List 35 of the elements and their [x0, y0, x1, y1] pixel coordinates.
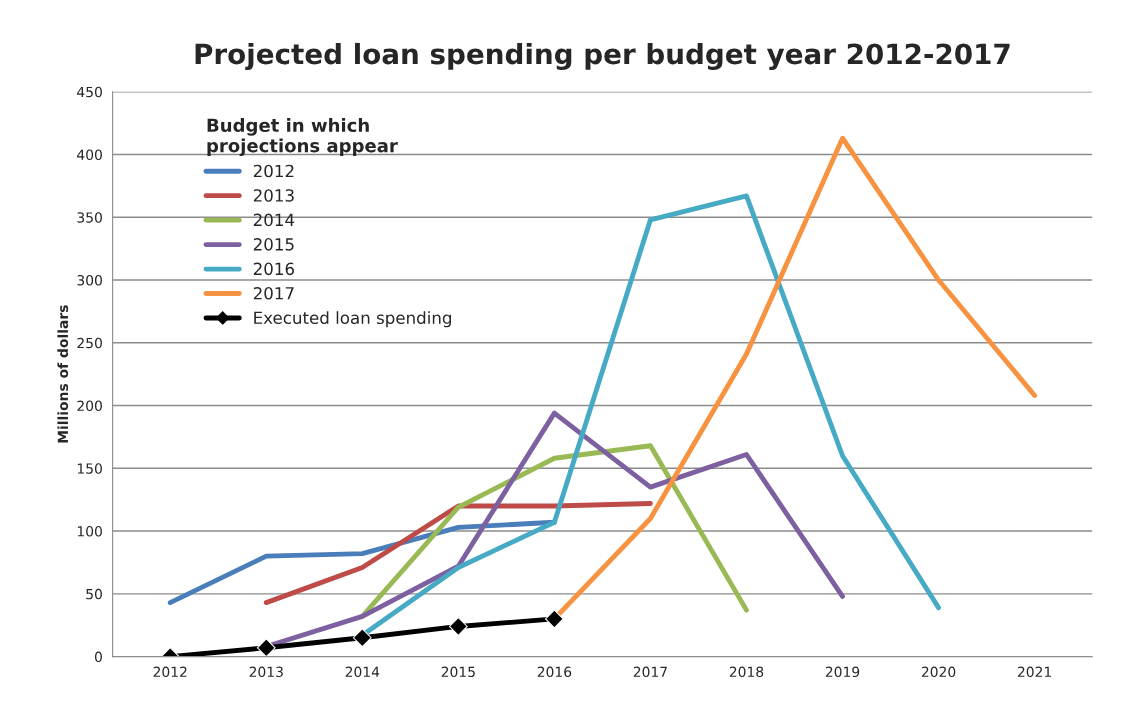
y-tick-label: 250 [77, 337, 102, 349]
line-series [263, 501, 653, 606]
point [256, 638, 276, 657]
legend-label: 2012 [253, 164, 294, 178]
x-tick-label: 2016 [537, 666, 572, 678]
y-tick-label: 0 [94, 651, 102, 663]
y-tick-label: 200 [77, 400, 102, 412]
legend-label: 2017 [253, 287, 294, 300]
x-tick-label: 2015 [441, 666, 475, 678]
y-axis-title: Millions of dollars [57, 305, 69, 443]
point [545, 609, 564, 629]
y-tick-label: 350 [77, 212, 102, 223]
point [448, 617, 468, 636]
x-tick-label: 2014 [345, 666, 380, 678]
legend-label: 2013 [253, 189, 294, 202]
x-tick-label: 2019 [825, 666, 860, 678]
legend-label: Executed loan spending [254, 311, 451, 328]
legend-label: 2014 [253, 213, 295, 227]
y-tick-label: 150 [77, 463, 102, 474]
x-tick-label: 2012 [153, 666, 187, 678]
y-tick-label: 450 [77, 86, 102, 98]
chart-title: Projected loan spending per budget year 2012-2017 [195, 42, 1010, 70]
y-tick-label: 100 [77, 526, 102, 537]
y-tick-label: 400 [77, 149, 102, 161]
legend-label: 2016 [253, 262, 294, 276]
x-tick-label: 2021 [1017, 666, 1051, 678]
x-tick-label: 2017 [633, 666, 667, 678]
x-tick-label: 2018 [729, 666, 764, 678]
x-tick-label: 2020 [921, 666, 956, 678]
point [352, 628, 372, 648]
legend-title: Budget in which projections appear [207, 118, 398, 157]
y-tick-label: 300 [77, 275, 102, 286]
y-tick-label: 50 [86, 588, 102, 600]
x-tick-label: 2013 [249, 666, 283, 678]
legend-label: 2015 [253, 238, 294, 251]
